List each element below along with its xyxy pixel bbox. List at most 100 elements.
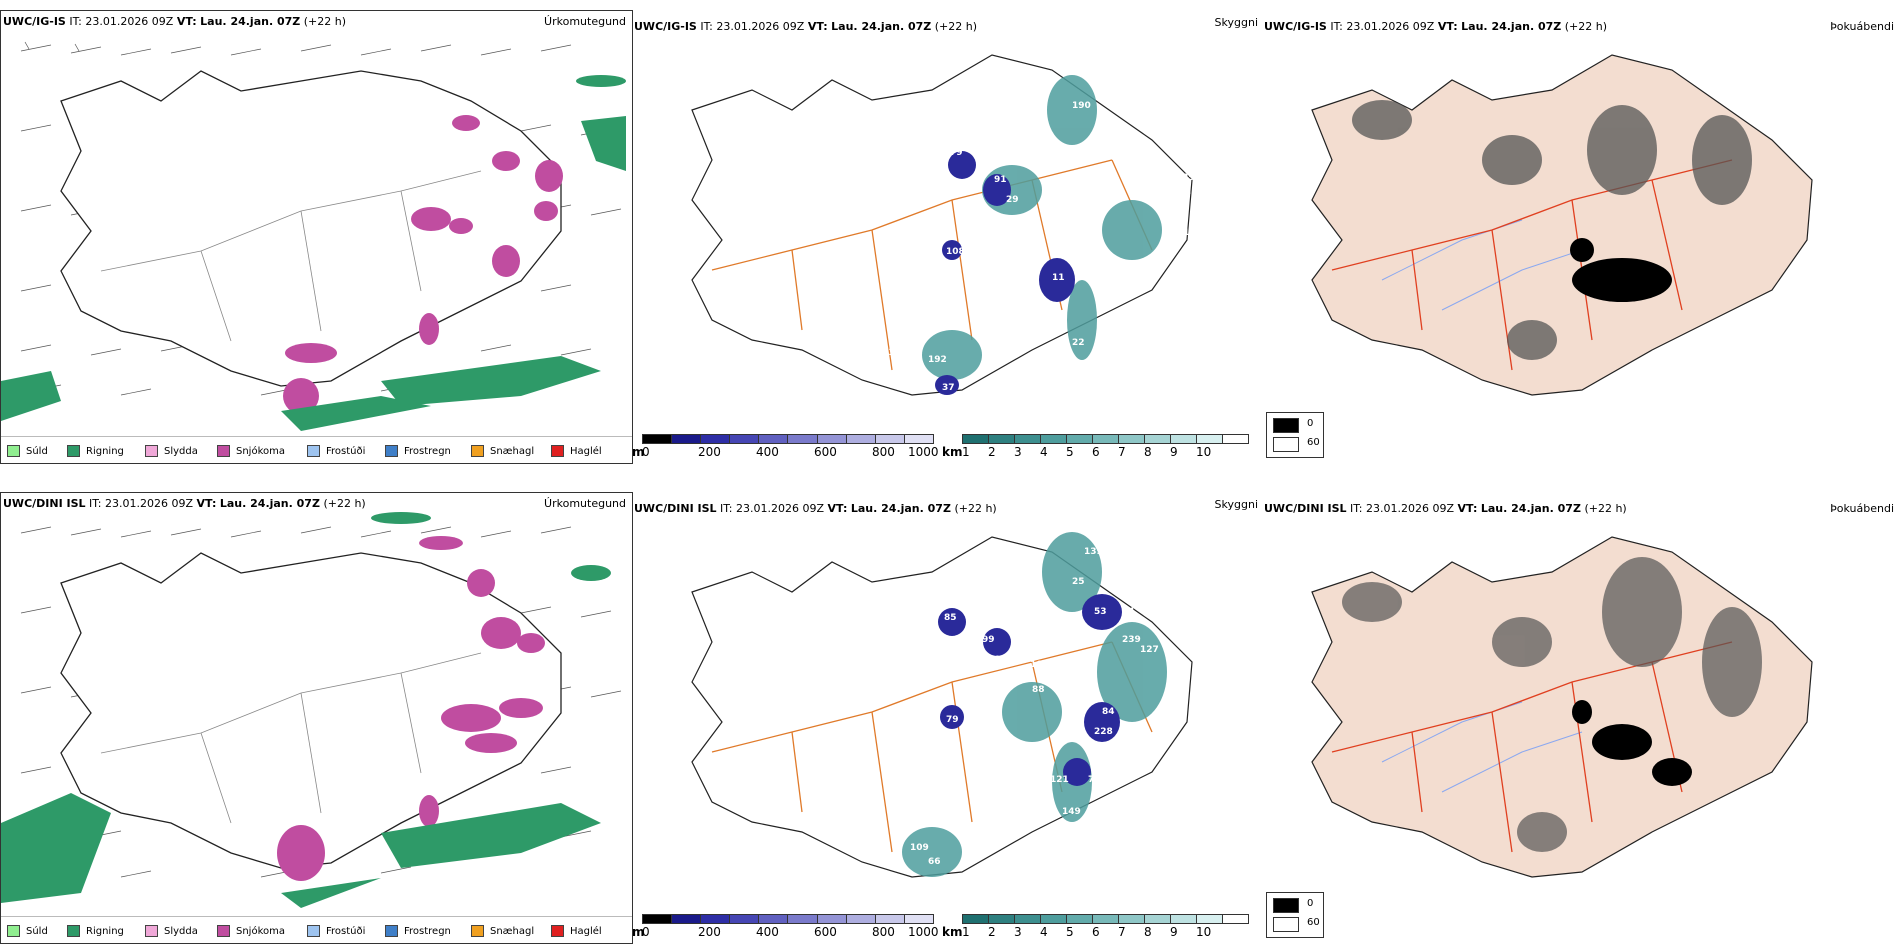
legend-item: Frostúði xyxy=(307,445,365,457)
vis-value: 22 xyxy=(1072,338,1085,348)
visibility-header-bottom: UWC/DINI ISL IT: 23.01.2026 09Z VT: Lau.… xyxy=(634,498,1260,516)
legend-swatch xyxy=(145,445,158,457)
fog-header-top: UWC/IG-IS IT: 23.01.2026 09Z VT: Lau. 24… xyxy=(1264,20,1898,34)
ceiling-tick: 400 xyxy=(756,925,779,939)
vis-value: 63 xyxy=(1127,163,1140,173)
ceiling-tick: 600 xyxy=(814,925,837,939)
legend-item: Rigning xyxy=(67,445,124,457)
legend-swatch xyxy=(385,445,398,457)
vis-value: 79 xyxy=(950,148,963,158)
legend-swatch xyxy=(145,925,158,937)
vis-value: 11 xyxy=(1052,273,1065,283)
vis-value: 121 xyxy=(1050,775,1069,785)
visibility-tick: 8 xyxy=(1144,925,1152,939)
fog-panel-top: UWC/IG-IS IT: 23.01.2026 09Z VT: Lau. 24… xyxy=(1262,10,1900,462)
vis-value: 83 xyxy=(1050,213,1063,223)
it-label: IT: xyxy=(1350,502,1363,515)
ceiling-unit: m xyxy=(632,445,645,459)
vis-value: 104 xyxy=(1057,191,1076,201)
vis-value: 29 xyxy=(1006,195,1019,205)
vis-value: 37 xyxy=(942,383,955,393)
legend-item: Snjókoma xyxy=(217,445,285,457)
fog-legend-bottom: 0 60 xyxy=(1266,892,1324,938)
vis-value: 84 xyxy=(1102,707,1115,717)
vt-label: VT: xyxy=(196,497,217,510)
it-value: 23.01.2026 09Z xyxy=(1346,20,1435,33)
visibility-map-top: 190 79 71 91 12 134 63 29 104 83 108 11 … xyxy=(691,54,1196,396)
legend-swatch xyxy=(551,445,564,457)
ceiling-tick: 200 xyxy=(698,445,721,459)
fog-legend-high: 0 xyxy=(1307,418,1314,429)
vt-label: VT: xyxy=(807,20,828,33)
legend-item: Snjókoma xyxy=(217,925,285,937)
precip-legend-bottom: Súld Rigning Slydda Snjókoma Frostúði Fr… xyxy=(1,916,632,943)
it-value: 23.01.2026 09Z xyxy=(736,502,825,515)
visibility-values: 190 79 71 91 12 134 63 29 104 83 108 11 … xyxy=(882,101,1196,393)
lead-time: (+22 h) xyxy=(954,502,997,515)
ceiling-tick: 1000 xyxy=(908,445,939,459)
visibility-tick: 5 xyxy=(1066,445,1074,459)
it-value: 23.01.2026 09Z xyxy=(716,20,805,33)
vis-value: 115 xyxy=(1177,228,1196,238)
fog-legend-top: 0 60 xyxy=(1266,412,1324,458)
vis-value: 134 xyxy=(1102,138,1121,148)
vt-value: Lau. 24.jan. 07Z xyxy=(200,15,301,28)
legend-item: Snæhagl xyxy=(471,925,534,937)
fog-title: Þokuábendi xyxy=(1830,502,1894,515)
visibility-tick: 2 xyxy=(988,925,996,939)
precip-map-bottom xyxy=(1,512,622,908)
vis-value: 91 xyxy=(994,175,1007,185)
visibility-header-top: UWC/IG-IS IT: 23.01.2026 09Z VT: Lau. 24… xyxy=(634,16,1260,34)
visibility-values: 139 25 132 53 74 48 85 99 102 239 127 10… xyxy=(910,547,1165,867)
lead-time: (+22 h) xyxy=(1584,502,1627,515)
ceiling-tick: 400 xyxy=(756,445,779,459)
ceiling-tick: 800 xyxy=(872,925,895,939)
vis-value: 25 xyxy=(1072,577,1085,587)
iceland-outline xyxy=(60,552,562,869)
roads xyxy=(711,641,1153,853)
visibility-unit: km xyxy=(942,925,963,939)
visibility-tick: 10 xyxy=(1196,925,1212,939)
precip-panel-bottom: UWC/DINI ISL IT: 23.01.2026 09Z VT: Lau.… xyxy=(0,492,633,944)
iceland-outline xyxy=(1311,54,1813,396)
legend-item: Frostúði xyxy=(307,925,365,937)
vis-value: 127 xyxy=(1140,645,1159,655)
precip-title: Úrkomutegund xyxy=(544,15,626,28)
legend-item: Rigning xyxy=(67,925,124,937)
vt-label: VT: xyxy=(827,502,848,515)
roads xyxy=(100,170,482,342)
precip-title: Úrkomutegund xyxy=(544,497,626,510)
visibility-tick: 8 xyxy=(1144,445,1152,459)
iceland-outline xyxy=(1311,536,1813,878)
legend-swatch xyxy=(385,925,398,937)
ceiling-strip xyxy=(642,914,934,924)
vis-value: 190 xyxy=(1072,101,1091,111)
ceiling-tick: 600 xyxy=(814,445,837,459)
legend-swatch xyxy=(67,925,80,937)
visibility-panel-top: UWC/IG-IS IT: 23.01.2026 09Z VT: Lau. 24… xyxy=(632,10,1262,462)
vis-value: 239 xyxy=(1122,635,1141,645)
legend-swatch xyxy=(307,925,320,937)
visibility-tick: 3 xyxy=(1014,925,1022,939)
fog-dense-areas xyxy=(1572,700,1692,786)
vis-value: 52 xyxy=(1162,213,1175,223)
legend-swatch xyxy=(67,445,80,457)
vis-value: 99 xyxy=(982,635,995,645)
it-label: IT: xyxy=(89,497,102,510)
legend-item: Slydda xyxy=(145,925,198,937)
roads xyxy=(1331,159,1733,371)
visibility-strip xyxy=(962,914,1249,924)
vis-value: 71 xyxy=(882,348,895,358)
vis-value: 149 xyxy=(1062,807,1081,817)
visibility-tick: 7 xyxy=(1118,445,1126,459)
fog-legend-low: 60 xyxy=(1307,917,1320,928)
roads xyxy=(711,159,1153,371)
vt-label: VT: xyxy=(176,15,197,28)
vt-value: Lau. 24.jan. 07Z xyxy=(850,502,951,515)
vis-value: 228 xyxy=(1094,727,1113,737)
vt-value: Lau. 24.jan. 07Z xyxy=(1461,20,1562,33)
fog-swatch-high xyxy=(1273,898,1299,913)
fog-map-top xyxy=(1311,54,1813,396)
fog-header-bottom: UWC/DINI ISL IT: 23.01.2026 09Z VT: Lau.… xyxy=(1264,502,1898,516)
visibility-title: Skyggni xyxy=(1214,16,1258,29)
